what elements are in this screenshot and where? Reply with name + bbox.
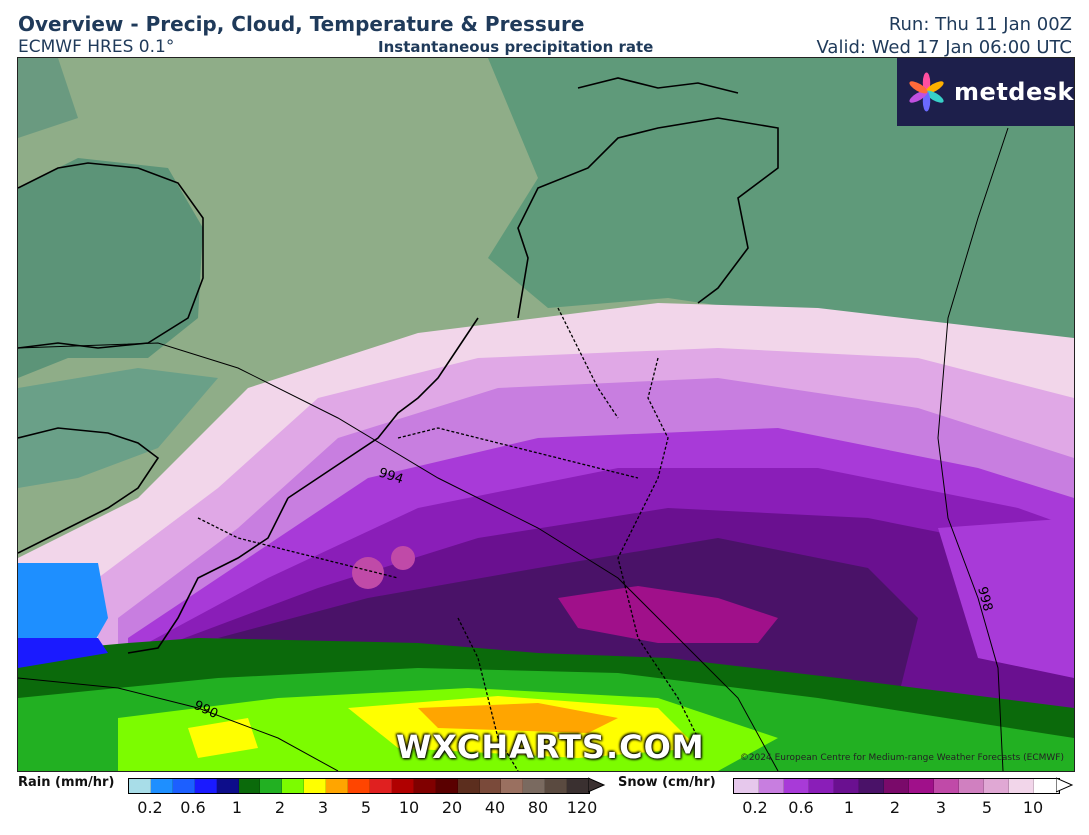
- snow-legend-swatch: [734, 779, 759, 793]
- watermark: WXCHARTS.COM: [396, 728, 705, 766]
- map-canvas: 994 998 990: [18, 58, 1074, 771]
- rain-legend-swatch: [194, 779, 217, 793]
- rain-legend-swatch: [479, 779, 502, 793]
- snow-legend-swatch: [1009, 779, 1034, 793]
- snow-legend-title: Snow (cm/hr): [618, 775, 716, 790]
- logo-text: metdesk: [954, 78, 1074, 106]
- rain-legend-swatch: [369, 779, 392, 793]
- metdesk-flower-icon: [909, 72, 944, 112]
- rain-legend-title: Rain (mm/hr): [18, 775, 115, 790]
- chart-title: Overview - Precip, Cloud, Temperature & …: [18, 12, 585, 36]
- snow-legend-swatch: [859, 779, 884, 793]
- rain-legend-tick: 80: [527, 798, 549, 817]
- snow-legend-swatch: [984, 779, 1009, 793]
- valid-time: Valid: Wed 17 Jan 06:00 UTC: [816, 37, 1073, 58]
- snow-legend-tick: 1: [843, 798, 855, 817]
- rain-legend-tick: 40: [484, 798, 506, 817]
- rain-legend-tick: 5: [360, 798, 372, 817]
- run-time: Run: Thu 11 Jan 00Z: [888, 14, 1072, 35]
- land-cloud-east: [488, 58, 1074, 358]
- rain-legend-swatch: [260, 779, 283, 793]
- snow-legend-tick: 3: [935, 798, 947, 817]
- rain-legend-swatch: [172, 779, 195, 793]
- rain-legend-bar: [128, 778, 590, 794]
- rain-legend-tick: 0.6: [180, 798, 206, 817]
- snow-legend-swatch: [934, 779, 959, 793]
- snow-core: [218, 538, 918, 708]
- rain-legend-arrow: [588, 777, 606, 793]
- snow-legend-tick: 2: [889, 798, 901, 817]
- snow-legend-swatch: [959, 779, 984, 793]
- rain-legend-swatch: [413, 779, 436, 793]
- rain-legend-swatch: [545, 779, 568, 793]
- land-cloud-england: [18, 158, 203, 378]
- snow-legend-bar: [733, 778, 1060, 794]
- snow-legend-swatch: [759, 779, 784, 793]
- snow-legend-tick: 5: [981, 798, 993, 817]
- rain-legend-swatch: [435, 779, 458, 793]
- snow-legend-swatch: [884, 779, 909, 793]
- rain-legend-swatch: [457, 779, 480, 793]
- snow-max: [558, 586, 778, 643]
- rain-legend-tick: 10: [398, 798, 420, 817]
- snow-legend-tick: 10: [1022, 798, 1044, 817]
- chart-subtitle: Instantaneous precipitation rate: [378, 38, 654, 56]
- rain-legend-tick: 20: [441, 798, 463, 817]
- model-name: ECMWF HRES 0.1°: [18, 37, 175, 57]
- snow-legend-tick: 0.2: [742, 798, 768, 817]
- rain-legend-swatch: [348, 779, 370, 793]
- rain-legend-swatch: [523, 779, 546, 793]
- snow-legend-swatch: [909, 779, 934, 793]
- rain-legend-swatch: [501, 779, 524, 793]
- rain-legend-swatch: [391, 779, 414, 793]
- borders: [197, 307, 699, 771]
- rain-legend-swatch: [150, 779, 173, 793]
- rain-legend-swatch: [326, 779, 349, 793]
- weather-map[interactable]: 994 998 990 metdesk WXCHARTS.COM ©2024 E…: [17, 57, 1075, 772]
- snow-legend-swatch: [834, 779, 859, 793]
- metdesk-logo: metdesk: [897, 58, 1074, 126]
- rain-legend-swatch: [304, 779, 327, 793]
- rain-legend-swatch: [216, 779, 239, 793]
- rain-legend-tick: 0.2: [137, 798, 163, 817]
- rain-legend-tick: 3: [317, 798, 329, 817]
- rain-legend-swatch: [129, 779, 151, 793]
- isobars: [18, 127, 1009, 771]
- snow-legend-tick: 0.6: [788, 798, 814, 817]
- rain-legend-swatch: [567, 779, 590, 793]
- isobar-label: 994: [377, 466, 405, 488]
- snow-legend-swatch: [784, 779, 809, 793]
- rain-legend-swatch: [282, 779, 305, 793]
- snow-legend-arrow: [1056, 777, 1074, 793]
- isobar-label: 998: [974, 585, 995, 613]
- rain-legend-tick: 2: [274, 798, 286, 817]
- rain-west: [18, 563, 108, 658]
- rain-legend-tick: 1: [231, 798, 243, 817]
- copyright: ©2024 European Centre for Medium-range W…: [739, 753, 1064, 763]
- rain-legend-swatch: [238, 779, 261, 793]
- snow-legend-swatch: [809, 779, 834, 793]
- rain-legend-tick: 120: [566, 798, 598, 817]
